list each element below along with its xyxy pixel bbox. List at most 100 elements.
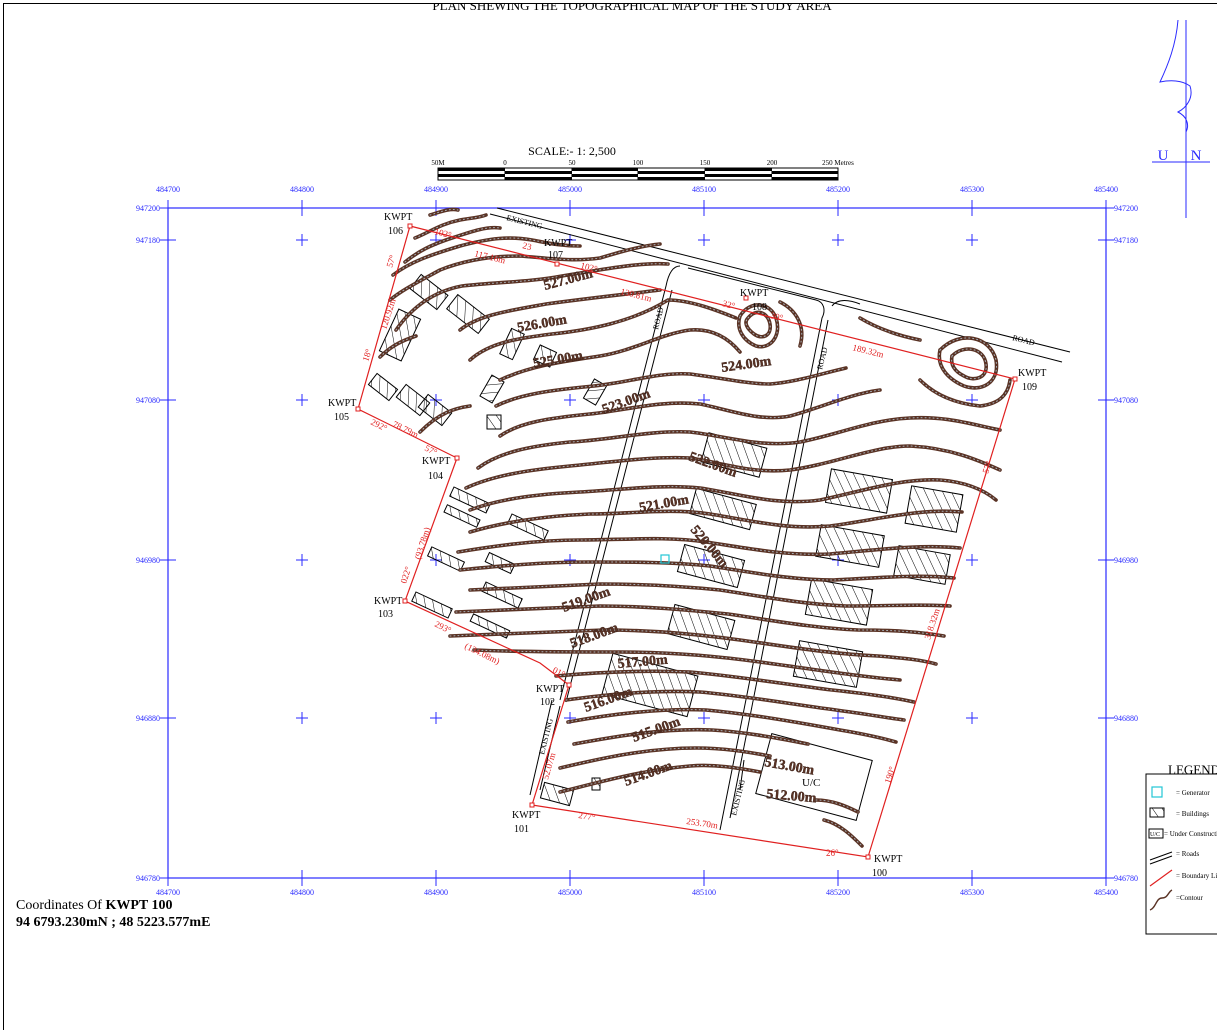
contour-line: [468, 298, 738, 362]
contour-line: [498, 328, 742, 382]
beacon-number-label: 105: [334, 412, 349, 423]
beacon-number-label: 107: [548, 250, 563, 261]
boundary-bearing-label: 190°: [882, 765, 897, 785]
contour-line-texture: [495, 367, 847, 407]
legend-title: LEGEND: [1168, 762, 1217, 777]
beacon-number-label: 100: [872, 868, 887, 879]
contour-line: [468, 509, 964, 534]
grid-easting-label: 485100: [692, 888, 716, 897]
building: [411, 591, 453, 619]
contour-label: 519.00m: [560, 584, 613, 615]
boundary-bearing-label: 52.07m: [540, 752, 557, 781]
legend-roads-label: = Roads: [1176, 850, 1199, 858]
legend: LEGEND = Generator = Buildings U/C = Und…: [1145, 762, 1217, 935]
scale-bar: SCALE:- 1: 2,500 50M 0 50 100 150 200 250 Metr…: [431, 144, 854, 181]
north-u-label: U: [1158, 148, 1169, 164]
contour-line-texture: [477, 417, 1001, 469]
building: [479, 374, 505, 404]
generator-marker: [660, 554, 670, 564]
grid-easting-label: 484700: [156, 888, 180, 897]
contour-line: [448, 628, 938, 666]
beacon-id-label: KWPT: [536, 684, 564, 695]
contour-line-texture: [379, 335, 417, 358]
grid-northing-label: 947080: [136, 396, 160, 405]
contour-line: [454, 604, 946, 638]
grid-northing-label: 946880: [1114, 714, 1138, 723]
beacon-number-label: 104: [428, 471, 443, 482]
contour-line-texture: [404, 227, 501, 263]
grid-easting-label: 484800: [290, 888, 314, 897]
grid-easting-label: 484700: [156, 185, 180, 194]
grid-northing-label: 947180: [136, 236, 160, 245]
boundary-bearing-label: 117.16m: [474, 248, 507, 265]
scale-label: SCALE:- 1: 2,500: [528, 144, 616, 158]
coordinate-grid: 484700 484700 484800 484800 484900 484900 4850…: [136, 185, 1138, 897]
beacon-number-label: 106: [388, 226, 403, 237]
boundary-bearing-label: 30°: [770, 310, 785, 323]
contour-line-texture: [559, 747, 771, 769]
legend-contour-label: =Contour: [1176, 894, 1204, 902]
road-label-top-right: ROAD: [1012, 333, 1036, 347]
grid-easting-label: 485400: [1094, 888, 1118, 897]
beacon-number-label: 101: [514, 824, 529, 835]
legend-building-icon: [1149, 807, 1165, 818]
beacon-id-label: KWPT: [422, 456, 450, 467]
contour-line-texture: [565, 690, 905, 721]
grid-easting-label: 485400: [1094, 185, 1118, 194]
contour-line: [822, 818, 864, 848]
contour-line: [918, 378, 1012, 408]
contour-line-texture: [738, 304, 778, 348]
contour-line: [858, 316, 922, 342]
road-label-right: ROAD: [815, 346, 829, 370]
grid-easting-label: 485300: [960, 888, 984, 897]
road-label-existing-bottom: EXISTING: [729, 778, 747, 816]
beacon-number-label: 102: [540, 697, 555, 708]
contour-line-texture: [823, 819, 863, 847]
boundary-bearing-label: (134.08m): [463, 641, 501, 667]
contour-line-texture: [938, 337, 997, 389]
contour-line-texture: [499, 389, 881, 437]
legend-uc-icon: [1148, 828, 1164, 839]
contour-line-texture: [951, 348, 987, 380]
building: [445, 293, 491, 335]
boundary-bearing-label: 23: [522, 240, 534, 252]
contour-label: 523.00m: [600, 386, 653, 417]
contour-line-texture: [459, 561, 955, 581]
boundary-bearing-label: 277°: [578, 810, 597, 822]
beacon-marker: [402, 598, 408, 604]
north-n-label: N: [1191, 148, 1202, 164]
contours: [378, 207, 1012, 848]
grid-easting-label: 484900: [424, 185, 448, 194]
legend-uc-label: = Under Construction: [1164, 830, 1217, 838]
building: [486, 414, 502, 430]
contour-line: [428, 207, 460, 217]
contour-line-texture: [465, 445, 1001, 489]
legend-road-icon: [1149, 851, 1173, 865]
contour-line: [572, 727, 810, 746]
legend-generator-icon: [1151, 786, 1163, 798]
beacon-marker: [566, 682, 572, 688]
beacon-id-label: KWPT: [874, 854, 902, 865]
boundary-bearing-label: 292°: [369, 417, 389, 434]
contour-line-texture: [859, 317, 921, 341]
beacon-marker: [529, 802, 535, 808]
boundary-bearing-label: 102°: [580, 260, 599, 274]
boundary-bearing-label: 18°: [360, 347, 374, 362]
boundary-bearing-label: 57°: [384, 253, 398, 268]
boundary-bearing-label: 130.81m: [620, 286, 653, 303]
building-under-construction: [755, 732, 873, 822]
contour-line-texture: [459, 289, 661, 331]
beacon-marker: [743, 295, 749, 301]
building: [815, 524, 885, 568]
beacon-marker: [1012, 376, 1018, 382]
legend-contour-icon: [1149, 889, 1173, 911]
svg-text:U/C: U/C: [1150, 832, 1160, 838]
contour-line-texture: [559, 764, 761, 793]
scale-tick-label: 150: [700, 159, 711, 167]
grid-easting-label: 484900: [424, 888, 448, 897]
grid-easting-label: 485100: [692, 185, 716, 194]
grid-northing-label: 947080: [1114, 396, 1138, 405]
boundary-bearing-label: 32°: [722, 298, 737, 311]
legend-boundary-icon: [1149, 869, 1173, 887]
